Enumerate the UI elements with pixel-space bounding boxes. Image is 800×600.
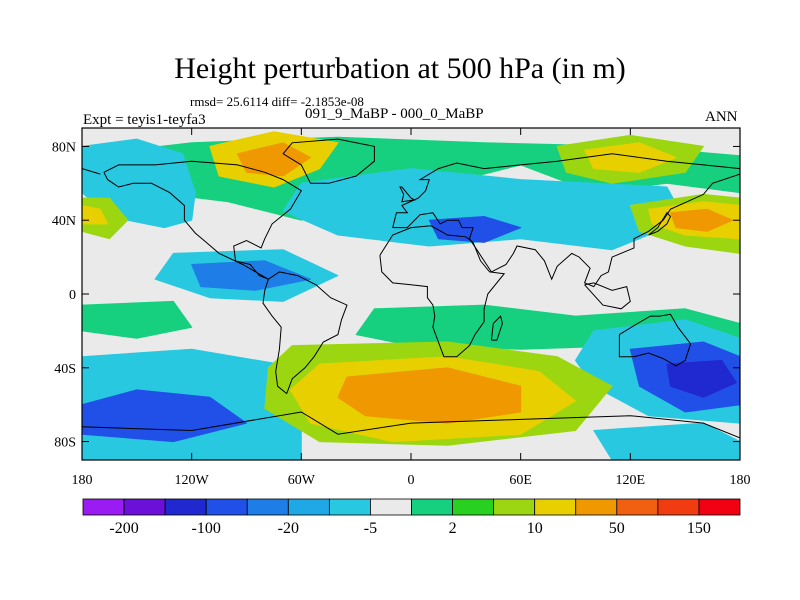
- coastline-1: [262, 271, 348, 395]
- colorbar-swatch-0: [82, 498, 125, 516]
- lon-tick-label-2: 60W: [288, 473, 316, 488]
- field-region-29: [593, 422, 740, 460]
- colorbar-label-7: 150: [687, 520, 711, 537]
- colorbar-swatch-7: [370, 498, 412, 516]
- coastlines: [82, 138, 740, 439]
- field-region-6: [282, 168, 686, 251]
- lat-tick-label-1: 40N: [52, 214, 76, 229]
- lat-tick-label-0: 80N: [52, 140, 76, 155]
- colorbar-swatch-15: [698, 498, 741, 516]
- coastline-6: [379, 225, 506, 358]
- colorbar-swatch-9: [452, 498, 495, 516]
- coastline-4: [82, 168, 101, 175]
- lat-tick-label-4: 80S: [54, 436, 76, 451]
- lat-tick-label-2: 0: [69, 288, 76, 303]
- colorbar-label-0: -200: [109, 520, 138, 537]
- colorbar-swatch-8: [411, 498, 453, 516]
- coastline-2: [282, 138, 375, 184]
- colorbar-label-6: 50: [609, 520, 625, 537]
- longitude-axis: 180 120W 60W 0 60E 120E 180: [72, 128, 751, 488]
- lat-tick-label-3: 40S: [54, 362, 76, 377]
- coastline-8: [490, 315, 503, 341]
- field-region-13: [584, 142, 677, 173]
- coastline-11: [399, 186, 417, 203]
- field-region-16: [670, 208, 734, 232]
- colorbar-swatch-14: [657, 498, 700, 516]
- lon-tick-label-4: 60E: [509, 473, 532, 488]
- colorbar-swatch-12: [575, 498, 618, 516]
- lon-tick-label-6: 180: [730, 473, 751, 488]
- field-region-19: [82, 300, 193, 339]
- field-region-18: [191, 260, 311, 291]
- height-field: [82, 131, 740, 460]
- field-region-28: [337, 367, 522, 424]
- colorbar-swatch-13: [616, 498, 659, 516]
- period-label: 091_9_MaBP - 000_0_MaBP: [305, 106, 484, 122]
- lon-tick-label-1: 120W: [175, 473, 210, 488]
- coastline-5: [392, 173, 740, 288]
- lon-tick-label-5: 120E: [616, 473, 646, 488]
- lon-tick-label-0: 180: [72, 473, 93, 488]
- coastline-12: [648, 211, 672, 236]
- coastline-3: [392, 153, 740, 228]
- map-title: Height perturbation at 500 hPa (in m): [174, 52, 626, 85]
- colorbar-swatch-1: [123, 498, 166, 516]
- colorbar-swatch-10: [493, 498, 536, 516]
- field-region-11: [82, 205, 109, 225]
- latitude-axis: 80N 40N 0 40S 80S: [52, 140, 740, 451]
- colorbar-swatch-4: [246, 498, 289, 516]
- coastline-0: [103, 160, 302, 280]
- colorbar-label-2: -20: [278, 520, 299, 537]
- colorbar-swatch-11: [534, 498, 577, 516]
- rmsd-diff-text: rmsd= 25.6114 diff= -2.1853e-08: [190, 94, 364, 109]
- colorbar-swatch-3: [205, 498, 248, 516]
- coastline-7: [618, 313, 692, 367]
- coastline-9: [82, 411, 740, 439]
- colorbar-label-3: -5: [364, 520, 377, 537]
- colorbar-swatch-2: [164, 498, 207, 516]
- season-label: ANN: [705, 109, 738, 125]
- colorbar-label-1: -100: [192, 520, 221, 537]
- colorbar-swatch-5: [287, 498, 330, 516]
- colorbar: -200 -100 -20 -5 2 10 50 150: [82, 498, 741, 537]
- coastline-10: [584, 282, 631, 310]
- lon-tick-label-3: 0: [408, 473, 415, 488]
- field-region-9: [236, 142, 311, 177]
- experiment-label: Expt = teyis1-teyfa3: [83, 112, 206, 128]
- field-region-25: [666, 359, 737, 398]
- colorbar-swatch-6: [328, 498, 371, 516]
- colorbar-label-4: 2: [449, 520, 457, 537]
- colorbar-label-5: 10: [527, 520, 543, 537]
